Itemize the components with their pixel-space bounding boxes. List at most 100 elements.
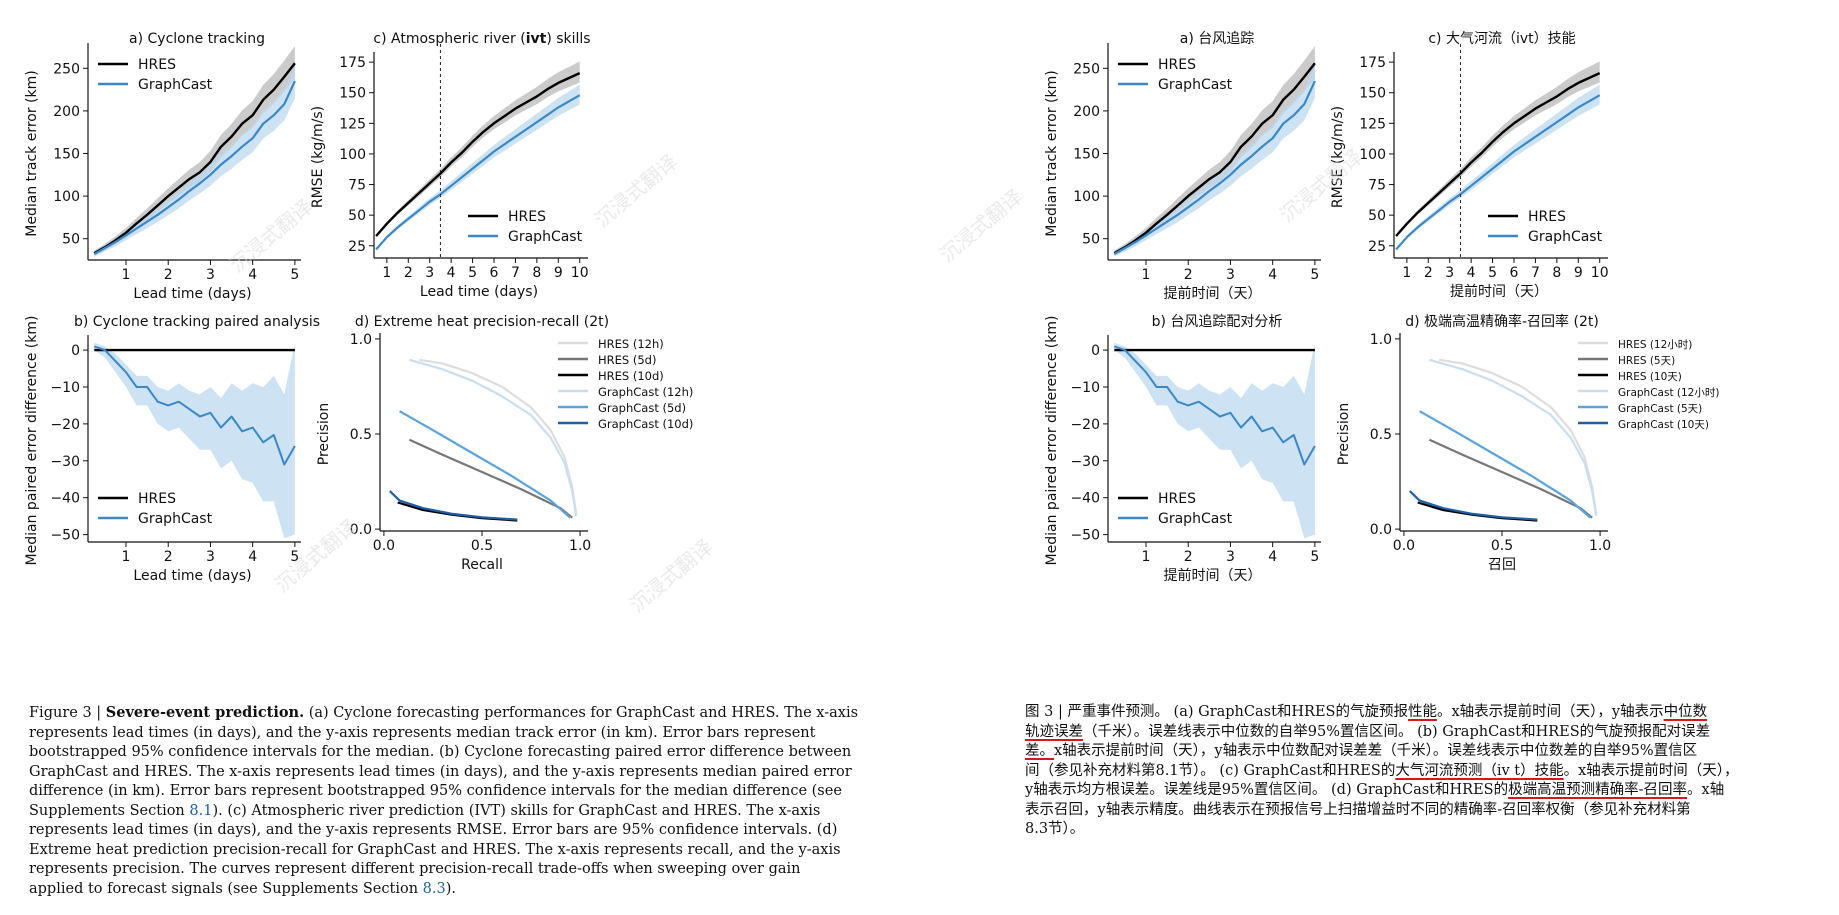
panel-title: a) Cyclone tracking	[129, 31, 265, 47]
x-tick-label: 3	[1226, 267, 1235, 283]
y-tick-label: 75	[348, 178, 366, 194]
legend-label: GraphCast (12小时)	[1618, 387, 1719, 399]
y-tick-label: 50	[1082, 232, 1100, 248]
legend-label: HRES	[138, 57, 176, 73]
legend-label: GraphCast (12h)	[598, 385, 693, 399]
x-tick-label: 2	[1184, 549, 1193, 565]
y-tick-label: −50	[50, 528, 80, 544]
legend-label: GraphCast	[138, 77, 213, 93]
figure-number: Figure 3 |	[29, 705, 106, 721]
y-tick-label: −10	[1070, 380, 1100, 396]
legend-label: HRES (12小时)	[1618, 339, 1692, 351]
x-tick-label: 9	[1574, 265, 1583, 281]
supplement-link-8-1[interactable]: 8.1	[189, 802, 213, 819]
y-tick-label: 0.5	[1370, 427, 1392, 443]
pr-curve	[389, 490, 518, 521]
graphcast-confidence-band	[1114, 342, 1315, 539]
x-tick-label: 8	[1552, 265, 1561, 281]
y-axis-label: Median track error (km)	[1044, 70, 1060, 236]
x-tick-label: 5	[290, 549, 299, 565]
pr-curve	[419, 358, 578, 515]
x-tick-label: 8	[532, 265, 541, 281]
x-tick-label: 9	[554, 265, 563, 281]
x-tick-label: 5	[1488, 265, 1497, 281]
x-tick-label: 10	[571, 265, 589, 281]
panel-title: c) Atmospheric river (ivt) skills	[373, 31, 590, 47]
y-tick-label: −30	[50, 454, 80, 470]
english-figure: a) Cyclone tracking 50 100 150 200 250 1 2 3 4 5 Le…	[0, 0, 919, 915]
x-tick-label: 3	[206, 267, 215, 283]
x-tick-label: 2	[404, 265, 413, 281]
caption-text-2: ). (c) Atmospheric river prediction (IVT…	[29, 802, 841, 897]
x-tick-label: 3	[206, 549, 215, 565]
graphcast-line	[1113, 80, 1316, 255]
x-tick-label: 0.0	[1393, 538, 1415, 554]
cn-caption-line: 8.3节）。	[1025, 821, 1085, 837]
y-tick-label: 0.0	[350, 522, 372, 538]
legend-label: GraphCast	[1528, 229, 1603, 245]
y-tick-label: 25	[348, 239, 366, 255]
x-axis-label: Lead time (days)	[420, 284, 538, 300]
hres-line	[375, 72, 581, 237]
pr-curve	[409, 358, 578, 516]
panel-title: c) 大气河流（ivt）技能	[1428, 31, 1575, 47]
x-tick-label: 2	[164, 549, 173, 565]
chinese-caption: 图 3 | 严重事件预测。 (a) GraphCast和HRES的气旋预报性能。…	[1025, 703, 1835, 840]
graphcast-line	[375, 94, 581, 251]
cn-caption-line: y轴表示均方根误差。误差线是95%置信区间。 (d) GraphCast和HRE…	[1025, 782, 1725, 798]
y-tick-label: 150	[339, 86, 366, 102]
x-tick-label: 4	[447, 265, 456, 281]
cn-caption-line: 轨迹误差（千米）。误差线表示中位数的自举95%置信区间。 (b) GraphCa…	[1025, 723, 1711, 740]
x-tick-label: 4	[1268, 549, 1277, 565]
cn-caption-line: 表示召回，y轴表示精度。曲线表示在预报信号上扫描增益时不同的精确率-召回率权衡（…	[1025, 801, 1691, 818]
y-tick-label: 200	[1073, 104, 1100, 120]
y-tick-label: 50	[62, 232, 80, 248]
y-tick-label: 0	[71, 343, 80, 359]
x-tick-label: 5	[290, 267, 299, 283]
y-tick-label: 25	[1368, 239, 1386, 255]
y-axis-label: RMSE (kg/m/s)	[310, 106, 326, 208]
legend-label: HRES	[138, 491, 176, 507]
legend-label: GraphCast	[508, 229, 583, 245]
y-tick-label: 100	[53, 189, 80, 205]
x-tick-label: 6	[490, 265, 499, 281]
legend-label: HRES (10d)	[598, 369, 664, 383]
legend-label: HRES (5d)	[598, 353, 656, 367]
x-tick-label: 5	[468, 265, 477, 281]
x-axis-label: Lead time (days)	[133, 568, 251, 584]
x-tick-label: 0.5	[1491, 538, 1513, 554]
y-tick-label: 1.0	[350, 332, 372, 348]
legend-label: HRES	[1528, 209, 1566, 225]
x-tick-label: 3	[1226, 549, 1235, 565]
pr-curve	[1428, 438, 1593, 519]
panel-title: d) 极端高温精确率-召回率 (2t)	[1405, 313, 1599, 330]
cn-caption-line: 图 3 | 严重事件预测。 (a) GraphCast和HRES的气旋预报性能。…	[1025, 704, 1708, 720]
graphcast-line	[1395, 94, 1601, 251]
panel-d: d) 极端高温精确率-召回率 (2t) 0.0 0.5 1.0 0.0 0.5 1.0 召回 P…	[1336, 313, 1719, 573]
y-tick-label: −20	[50, 417, 80, 433]
chinese-figure: a) 台风追踪 50 100 150 200 250 1 2 3 4 5 提前时间（天） Median …	[1020, 0, 1839, 915]
y-axis-label: Precision	[316, 403, 332, 465]
y-tick-label: −50	[1070, 528, 1100, 544]
english-caption: Figure 3 | Severe-event prediction. (a) …	[29, 703, 859, 899]
x-tick-label: 2	[1184, 267, 1193, 283]
panel-a: a) 台风追踪 50 100 150 200 250 1 2 3 4 5 提前时间（天） Median …	[1044, 31, 1321, 302]
y-tick-label: 100	[339, 147, 366, 163]
y-axis-label: RMSE (kg/m/s)	[1330, 106, 1346, 208]
legend-label: GraphCast (10d)	[598, 417, 693, 431]
caption-text-1: (a) Cyclone forecasting performances for…	[29, 705, 859, 819]
x-tick-label: 7	[1531, 265, 1540, 281]
legend-label: GraphCast	[1158, 511, 1233, 527]
graphcast-line	[1113, 345, 1316, 466]
legend-label: GraphCast (5d)	[598, 401, 686, 415]
pr-curve	[1409, 490, 1538, 521]
legend-label: HRES (10天)	[1618, 371, 1682, 383]
y-tick-label: 125	[339, 116, 366, 132]
hres-line	[93, 62, 296, 255]
panel-title: a) 台风追踪	[1180, 31, 1255, 47]
x-tick-label: 3	[1445, 265, 1454, 281]
x-tick-label: 1	[122, 549, 131, 565]
pr-curve	[1439, 358, 1598, 515]
supplement-link-8-3[interactable]: 8.3	[422, 880, 446, 897]
